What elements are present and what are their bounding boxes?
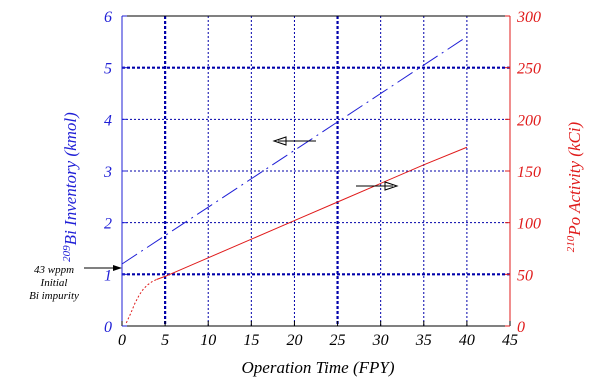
annotation-line-3: Bi impurity: [29, 290, 79, 302]
series-layer: [121, 36, 468, 324]
y-right-tick-label-250: 250: [517, 61, 541, 78]
y-axis-title-left: 209Bi Inventory (kmol): [61, 112, 80, 262]
plot-frame: [121, 15, 511, 327]
annotation-arrow: [84, 265, 122, 271]
x-axis-title: Operation Time (FPY): [242, 358, 395, 377]
series-1-line: [156, 146, 468, 280]
y-left-superscript: 209: [61, 245, 73, 262]
y-right-tick-label-300: 300: [516, 9, 541, 26]
y-right-label: Po Activity (kCi): [565, 121, 584, 236]
y-right-superscript: 210: [565, 235, 577, 252]
x-tick-label-30: 30: [372, 332, 389, 349]
x-tick-label-15: 15: [243, 332, 259, 349]
y-left-label: Bi Inventory (kmol): [61, 112, 80, 245]
x-tick-label-5: 5: [161, 332, 169, 349]
annotation-line-1: 43 wppm: [34, 264, 74, 276]
series-0-line: [121, 36, 468, 265]
y-left-tick-label-6: 6: [104, 9, 112, 26]
right-axis-arrow: [356, 181, 399, 191]
y-left-tick-label-2: 2: [104, 216, 112, 233]
y-right-tick-label-0: 0: [517, 319, 525, 336]
x-tick-label-45: 45: [502, 332, 518, 349]
x-tick-label-40: 40: [459, 332, 475, 349]
y-left-tick-label-1: 1: [104, 267, 112, 284]
y-right-tick-label-150: 150: [517, 164, 541, 181]
annotation-line-2: Initial: [40, 277, 68, 289]
y-left-tick-label-4: 4: [104, 112, 112, 129]
x-tick-label-10: 10: [200, 332, 216, 349]
x-tick-label-25: 25: [330, 332, 346, 349]
y-right-tick-label-200: 200: [517, 112, 541, 129]
y-axis-title-right: 210Po Activity (kCi): [565, 121, 584, 252]
grid: [122, 16, 510, 326]
y-left-tick-label-0: 0: [104, 319, 112, 336]
x-tick-label-20: 20: [286, 332, 302, 349]
x-tick-label-0: 0: [118, 332, 126, 349]
y-left-tick-label-5: 5: [104, 61, 112, 78]
x-tick-label-35: 35: [415, 332, 432, 349]
y-right-tick-label-50: 50: [517, 267, 533, 284]
left-axis-arrow: [272, 136, 316, 146]
y-right-tick-label-100: 100: [517, 216, 541, 233]
y-left-tick-label-3: 3: [103, 164, 112, 181]
series-1-dotted-segment: [125, 279, 157, 324]
tick-labels: 0 5 10 15 20 25 30 35 40 450123456050100150200250…: [103, 9, 541, 349]
